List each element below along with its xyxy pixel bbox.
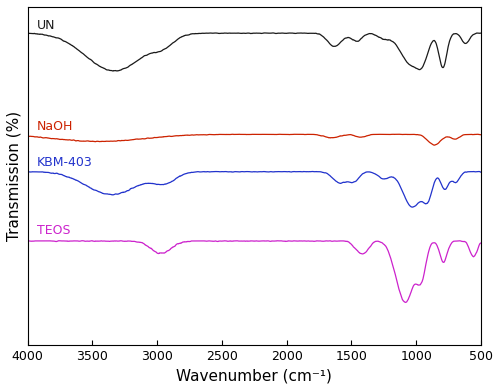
Text: NaOH: NaOH	[36, 120, 73, 133]
Text: KBM-403: KBM-403	[36, 156, 92, 169]
Text: UN: UN	[36, 19, 55, 32]
Y-axis label: Transmission (%): Transmission (%)	[7, 111, 22, 241]
X-axis label: Wavenumber (cm⁻¹): Wavenumber (cm⁻¹)	[176, 368, 332, 383]
Text: TEOS: TEOS	[36, 224, 70, 237]
